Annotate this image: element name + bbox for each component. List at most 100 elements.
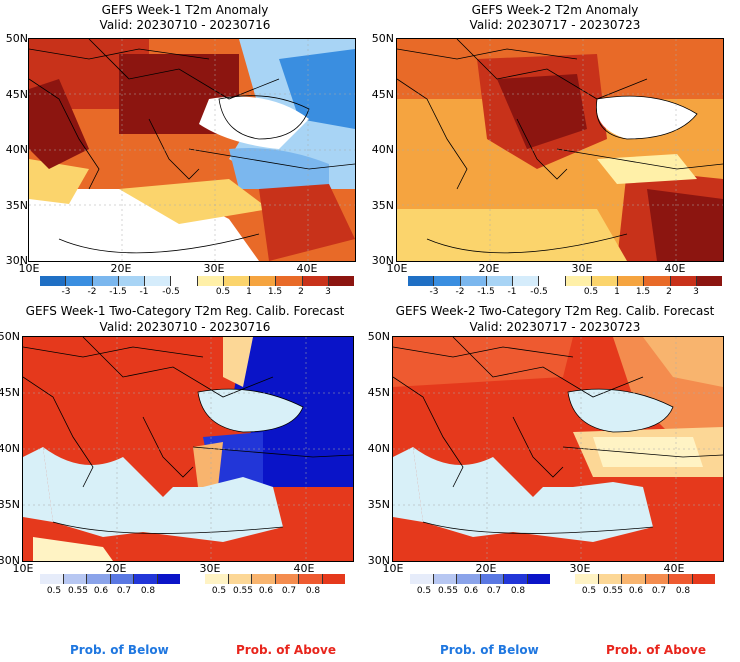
lon-label: 40E bbox=[293, 562, 315, 575]
panel-week1-anomaly: GEFS Week-1 T2m Anomaly Valid: 20230710 … bbox=[0, 0, 370, 300]
colorbar-tick: -3 bbox=[61, 287, 71, 297]
colorbar-tick: -0.5 bbox=[162, 287, 180, 297]
lat-label: 35N bbox=[5, 199, 28, 212]
colorbar-tick: 1.5 bbox=[267, 287, 283, 297]
above-colorbar bbox=[205, 574, 345, 584]
anomaly-colorbar bbox=[408, 276, 722, 286]
colorbar-tick: -1 bbox=[507, 287, 517, 297]
panel-week1-probability: GEFS Week-1 Two-Category T2m Reg. Calib.… bbox=[0, 300, 370, 600]
panel-title: GEFS Week-1 T2m Anomaly bbox=[101, 3, 269, 17]
panel-valid-dates: Valid: 20230710 - 20230716 bbox=[99, 320, 271, 334]
colorbar-tick: 3 bbox=[325, 287, 331, 297]
lat-label: 40N bbox=[5, 143, 28, 156]
lat-label: 45N bbox=[0, 386, 20, 399]
lat-label: 35N bbox=[371, 199, 394, 212]
colorbar-tick: -0.5 bbox=[530, 287, 548, 297]
lon-label: 30E bbox=[203, 262, 225, 275]
colorbar-tick: -1.5 bbox=[109, 287, 127, 297]
panel-valid-dates: Valid: 20230717 - 20230723 bbox=[469, 18, 641, 32]
lon-label: 20E bbox=[110, 262, 132, 275]
lon-label: 30E bbox=[569, 562, 591, 575]
lat-label: 40N bbox=[367, 442, 390, 455]
colorbar-tick: 2 bbox=[298, 287, 304, 297]
lon-label: 20E bbox=[105, 562, 127, 575]
colorbar-tick: 0.55 bbox=[232, 586, 254, 596]
colorbar-tick: 0.8 bbox=[305, 586, 321, 596]
anomaly-map bbox=[396, 38, 724, 262]
below-colorbar bbox=[410, 574, 550, 584]
colorbar-tick: 0.5 bbox=[581, 586, 597, 596]
lat-label: 30N bbox=[367, 554, 390, 567]
probability-map-svg bbox=[393, 337, 723, 561]
lat-label: 45N bbox=[371, 88, 394, 101]
lat-label: 30N bbox=[5, 254, 28, 267]
lat-label: 45N bbox=[5, 88, 28, 101]
lon-label: 20E bbox=[478, 262, 500, 275]
colorbar-tick: -1 bbox=[139, 287, 149, 297]
colorbar-tick: 0.55 bbox=[602, 586, 624, 596]
legend-prob-above: Prob. of Above bbox=[606, 643, 707, 657]
colorbar-tick: 0.6 bbox=[463, 586, 479, 596]
below-colorbar bbox=[40, 574, 180, 584]
colorbar-tick: 0.6 bbox=[258, 586, 274, 596]
lon-label: 10E bbox=[18, 262, 40, 275]
colorbar-tick: 3 bbox=[693, 287, 699, 297]
colorbar-tick: 0.6 bbox=[93, 586, 109, 596]
anomaly-colorbar bbox=[40, 276, 354, 286]
colorbar-tick: 0.55 bbox=[67, 586, 89, 596]
lat-label: 30N bbox=[371, 254, 394, 267]
probability-map-svg bbox=[23, 337, 353, 561]
colorbar-tick: 0.5 bbox=[211, 586, 227, 596]
lon-label: 10E bbox=[382, 562, 404, 575]
panel-title: GEFS Week-2 Two-Category T2m Reg. Calib.… bbox=[395, 304, 715, 318]
colorbar-tick: -2 bbox=[455, 287, 465, 297]
colorbar-tick: 1.5 bbox=[635, 287, 651, 297]
colorbar-tick: 0.7 bbox=[486, 586, 502, 596]
panel-valid-dates: Valid: 20230710 - 20230716 bbox=[99, 18, 271, 32]
colorbar-tick: 0.8 bbox=[675, 586, 691, 596]
anomaly-map-svg bbox=[397, 39, 723, 261]
colorbar-tick: -3 bbox=[429, 287, 439, 297]
lat-label: 50N bbox=[367, 330, 390, 343]
colorbar-tick: 0.5 bbox=[46, 586, 62, 596]
panel-week2-probability: GEFS Week-2 Two-Category T2m Reg. Calib.… bbox=[368, 300, 740, 600]
colorbar-tick: 2 bbox=[666, 287, 672, 297]
lon-label: 30E bbox=[571, 262, 593, 275]
lat-label: 30N bbox=[0, 554, 20, 567]
lat-label: 50N bbox=[371, 32, 394, 45]
lat-label: 50N bbox=[5, 32, 28, 45]
lat-label: 40N bbox=[371, 143, 394, 156]
colorbar-tick: 0.5 bbox=[583, 287, 599, 297]
lon-label: 40E bbox=[663, 562, 685, 575]
legend-prob-below: Prob. of Below bbox=[70, 643, 169, 657]
lat-label: 40N bbox=[0, 442, 20, 455]
colorbar-tick: 1 bbox=[614, 287, 620, 297]
lon-label: 40E bbox=[664, 262, 686, 275]
lon-label: 40E bbox=[296, 262, 318, 275]
lat-label: 35N bbox=[0, 498, 20, 511]
above-colorbar bbox=[575, 574, 715, 584]
colorbar-tick: -1.5 bbox=[477, 287, 495, 297]
anomaly-map-svg bbox=[29, 39, 355, 261]
anomaly-map bbox=[28, 38, 356, 262]
colorbar-tick: 1 bbox=[246, 287, 252, 297]
probability-map bbox=[392, 336, 724, 562]
colorbar-tick: 0.8 bbox=[510, 586, 526, 596]
lon-label: 30E bbox=[199, 562, 221, 575]
legend-prob-above: Prob. of Above bbox=[236, 643, 337, 657]
colorbar-tick: 0.7 bbox=[116, 586, 132, 596]
colorbar-tick: -2 bbox=[87, 287, 97, 297]
lat-label: 50N bbox=[0, 330, 20, 343]
lon-label: 10E bbox=[12, 562, 34, 575]
colorbar-tick: 0.6 bbox=[628, 586, 644, 596]
panel-title: GEFS Week-1 Two-Category T2m Reg. Calib.… bbox=[25, 304, 345, 318]
colorbar-tick: 0.5 bbox=[215, 287, 231, 297]
colorbar-tick: 0.5 bbox=[416, 586, 432, 596]
colorbar-tick: 0.7 bbox=[281, 586, 297, 596]
colorbar-tick: 0.55 bbox=[437, 586, 459, 596]
probability-map bbox=[22, 336, 354, 562]
panel-week2-anomaly: GEFS Week-2 T2m Anomaly Valid: 20230717 … bbox=[370, 0, 740, 300]
lon-label: 10E bbox=[386, 262, 408, 275]
panel-title: GEFS Week-2 T2m Anomaly bbox=[471, 3, 639, 17]
panel-valid-dates: Valid: 20230717 - 20230723 bbox=[469, 320, 641, 334]
